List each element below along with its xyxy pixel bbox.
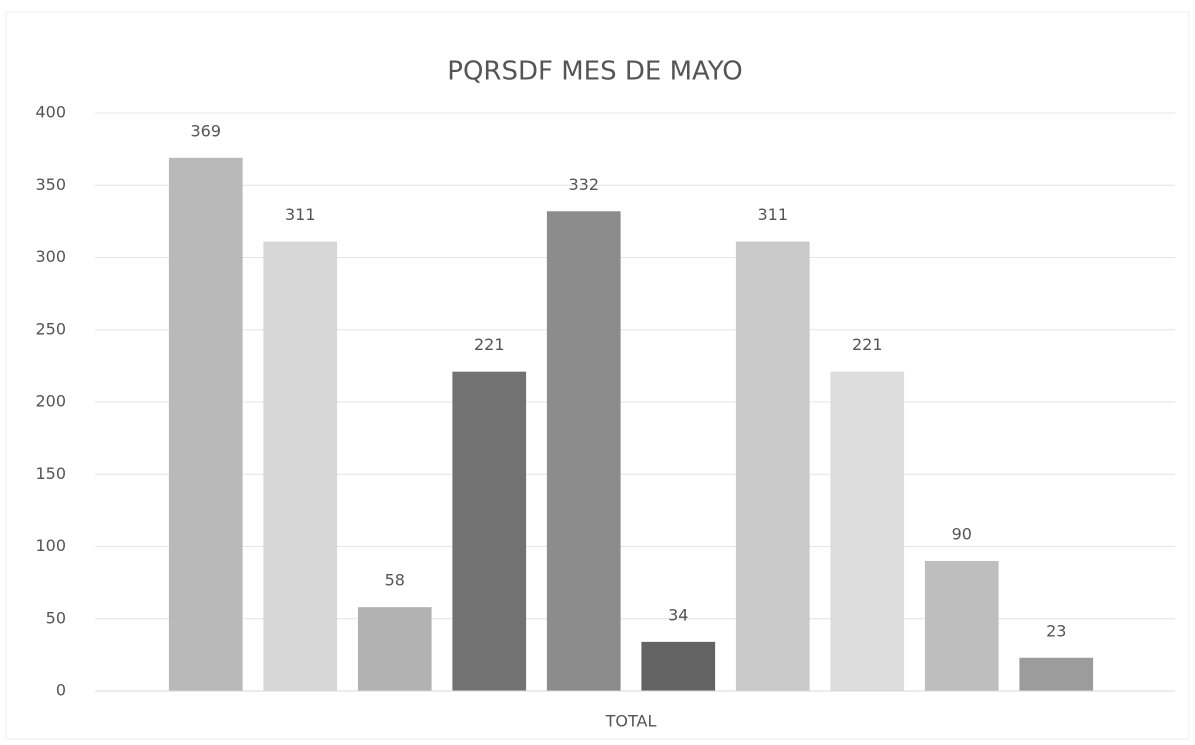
- y-tick-label: 350: [35, 175, 66, 194]
- bar: [263, 241, 338, 692]
- data-label: 311: [757, 205, 788, 224]
- bar: [168, 157, 243, 692]
- bar: [641, 641, 716, 691]
- chart-title: PQRSDF MES DE MAYO: [447, 57, 742, 87]
- y-tick-label: 100: [35, 536, 66, 555]
- y-tick-label: 150: [35, 464, 66, 483]
- bar: [357, 607, 432, 691]
- data-label: 58: [385, 571, 405, 590]
- y-tick-label: 200: [35, 392, 66, 411]
- data-label: 221: [852, 335, 883, 354]
- bar: [830, 371, 905, 691]
- y-tick-label: 50: [46, 608, 66, 627]
- y-tick-label: 0: [56, 681, 66, 700]
- data-label: 332: [568, 175, 599, 194]
- chart-border: [5, 11, 1190, 740]
- x-tick-label: TOTAL: [605, 712, 657, 731]
- bar: [1019, 657, 1094, 691]
- data-label: 23: [1046, 621, 1066, 640]
- data-label: 311: [285, 205, 316, 224]
- y-tick-label: 300: [35, 247, 66, 266]
- data-label: 34: [668, 605, 688, 624]
- y-tick-label: 250: [35, 319, 66, 338]
- bar: [452, 371, 527, 691]
- bar: [546, 211, 621, 691]
- bar: [924, 560, 999, 691]
- y-tick-label: 400: [35, 103, 66, 122]
- data-label: 369: [190, 121, 221, 140]
- data-label: 90: [952, 524, 972, 543]
- data-label: 221: [474, 335, 505, 354]
- bar: [735, 241, 810, 692]
